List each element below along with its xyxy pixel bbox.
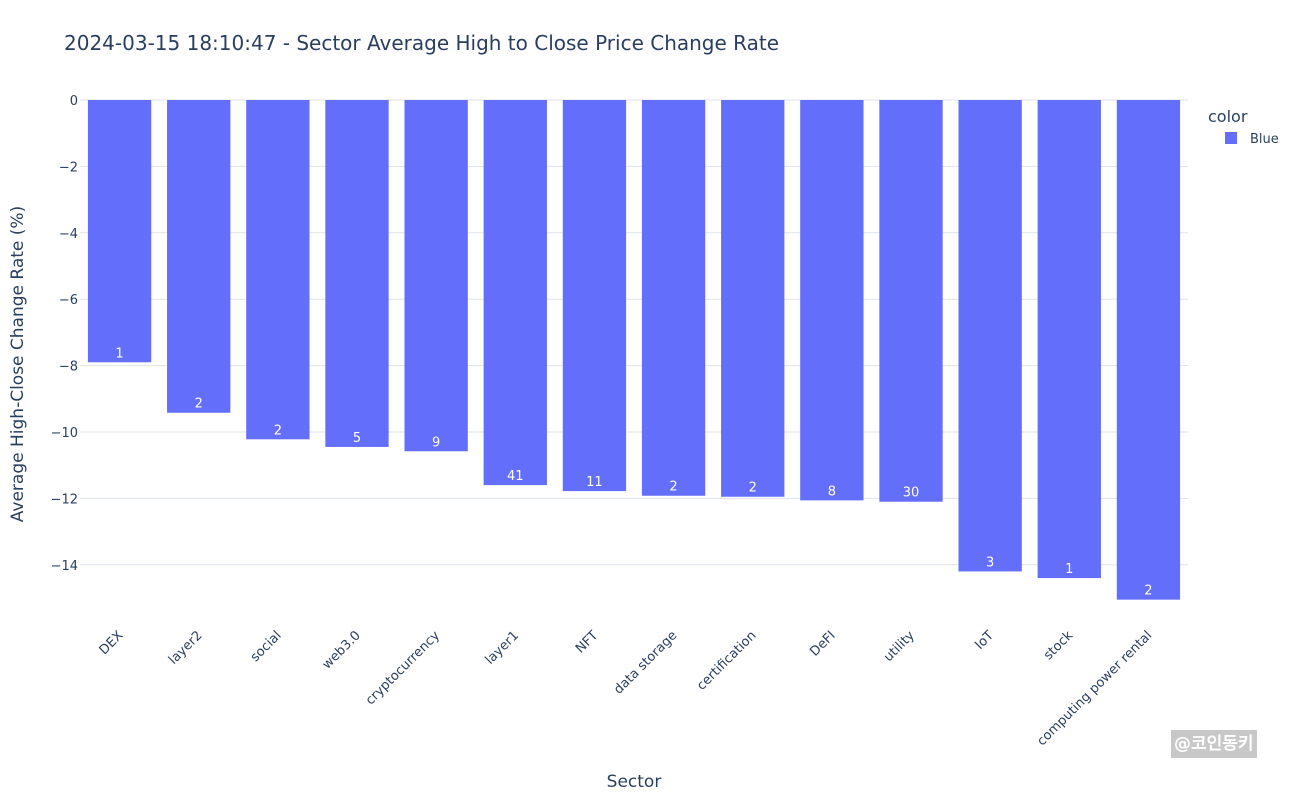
y-tick-label: 0 bbox=[70, 94, 78, 109]
x-tick-label: certification bbox=[694, 628, 759, 693]
bar[interactable] bbox=[404, 100, 468, 452]
bar-data-label: 30 bbox=[903, 486, 920, 501]
y-tick-label: −12 bbox=[51, 492, 78, 507]
y-tick-label: −8 bbox=[59, 360, 78, 375]
x-tick-label: stock bbox=[1041, 628, 1076, 663]
bar-labels: 1 2 2 5 9 41 11 2 2 8 30 3 1 2 bbox=[115, 346, 1152, 598]
bar[interactable] bbox=[958, 100, 1022, 572]
chart-title: 2024-03-15 18:10:47 - Sector Average Hig… bbox=[64, 31, 779, 55]
bar-data-label: 5 bbox=[353, 431, 361, 446]
y-tick-label: −6 bbox=[59, 293, 78, 308]
bar-data-label: 3 bbox=[986, 555, 994, 570]
bar-data-label: 2 bbox=[749, 481, 757, 496]
y-tick-label: −4 bbox=[59, 227, 78, 242]
bar-data-label: 9 bbox=[432, 435, 440, 450]
legend-title: color bbox=[1208, 107, 1248, 126]
watermark: @코인동키 bbox=[1171, 730, 1257, 758]
bars bbox=[87, 100, 1181, 600]
bar-data-label: 8 bbox=[828, 484, 836, 499]
bar-data-label: 41 bbox=[507, 469, 524, 484]
legend-swatch-icon bbox=[1225, 132, 1237, 144]
x-tick-label: cryptocurrency bbox=[363, 628, 443, 708]
x-axis-title: Sector bbox=[607, 772, 662, 792]
bar[interactable] bbox=[167, 100, 231, 413]
x-tick-label: IoT bbox=[972, 628, 997, 653]
bar[interactable] bbox=[641, 100, 706, 496]
x-axis-ticks: DEX layer2 social web3.0 cryptocurrency layer… bbox=[97, 628, 1156, 749]
legend-entry[interactable]: Blue bbox=[1250, 132, 1279, 147]
bar[interactable] bbox=[246, 100, 310, 440]
legend: color Blue bbox=[1208, 107, 1279, 147]
bar[interactable] bbox=[562, 100, 627, 492]
x-tick-label: utility bbox=[881, 628, 918, 665]
bar-data-label: 11 bbox=[586, 475, 603, 490]
bar-data-label: 2 bbox=[274, 423, 282, 438]
x-tick-label: layer2 bbox=[166, 628, 206, 668]
bar[interactable] bbox=[800, 100, 864, 501]
bar[interactable] bbox=[1116, 100, 1181, 600]
x-tick-label: data storage bbox=[611, 628, 680, 697]
y-axis-ticks: 0 −2 −4 −6 −8 −10 −12 −14 bbox=[51, 94, 78, 574]
bar-data-label: 1 bbox=[115, 346, 123, 361]
bar[interactable] bbox=[483, 100, 547, 486]
bar-data-label: 2 bbox=[195, 397, 203, 412]
x-tick-label: web3.0 bbox=[320, 628, 364, 672]
bar[interactable] bbox=[721, 100, 785, 497]
x-tick-label: DEX bbox=[97, 628, 127, 658]
x-tick-label: social bbox=[248, 628, 285, 665]
bar-data-label: 2 bbox=[669, 480, 677, 495]
bar[interactable] bbox=[879, 100, 943, 502]
y-axis-title: Average High-Close Change Rate (%) bbox=[8, 206, 28, 522]
bar-data-label: 2 bbox=[1144, 584, 1152, 599]
x-tick-label: layer1 bbox=[483, 628, 523, 668]
bar-data-label: 1 bbox=[1065, 562, 1073, 577]
y-tick-label: −10 bbox=[51, 426, 78, 441]
x-tick-label: NFT bbox=[573, 628, 601, 656]
y-tick-label: −2 bbox=[59, 160, 78, 175]
y-tick-label: −14 bbox=[51, 559, 78, 574]
bar[interactable] bbox=[325, 100, 389, 447]
bar[interactable] bbox=[1037, 100, 1101, 579]
x-tick-label: DeFI bbox=[807, 628, 838, 659]
bar[interactable] bbox=[87, 100, 152, 363]
